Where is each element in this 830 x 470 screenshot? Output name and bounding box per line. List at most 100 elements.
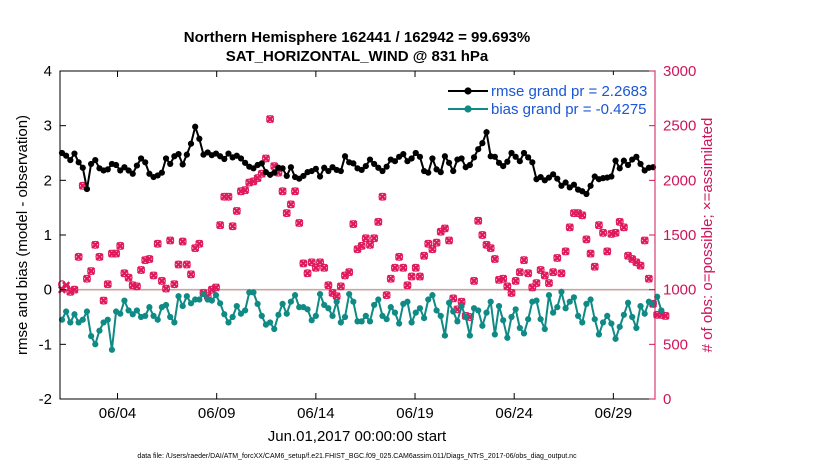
possible-obs-marker — [162, 284, 171, 293]
bias-point — [525, 316, 532, 323]
assimilated-obs-marker — [266, 115, 275, 124]
bias-point — [545, 292, 553, 299]
possible-obs-marker — [603, 247, 612, 256]
assimilated-obs-marker — [216, 221, 225, 230]
possible-obs-marker — [594, 221, 603, 230]
x-tick-label: 06/24 — [495, 405, 533, 422]
possible-obs-marker — [582, 235, 591, 244]
bias-point — [337, 319, 344, 326]
left-tick-label: 0 — [44, 282, 52, 299]
bias-point — [96, 327, 103, 334]
bias-point — [350, 298, 357, 305]
possible-obs-marker — [324, 281, 333, 290]
assimilated-obs-marker — [382, 291, 391, 300]
rmse-point — [450, 167, 457, 175]
assimilated-obs-marker — [553, 253, 562, 263]
possible-obs-marker — [407, 272, 416, 281]
rmse-point — [437, 169, 444, 176]
right-tick-label: 1000 — [663, 282, 696, 299]
x-axis-label: Jun.01,2017 00:00:00 start — [268, 428, 447, 445]
bias-point — [591, 316, 598, 323]
possible-obs-marker — [561, 247, 570, 256]
assimilated-obs-marker — [112, 249, 121, 258]
assimilated-obs-marker — [211, 283, 221, 292]
bias-point — [554, 304, 561, 311]
bias-point — [383, 316, 390, 323]
assimilated-obs-marker — [62, 281, 71, 290]
possible-obs-marker — [191, 244, 200, 253]
rmse-point — [362, 163, 369, 170]
possible-obs-marker — [640, 236, 649, 245]
possible-obs-marker — [178, 237, 187, 246]
left-tick-label: 2 — [44, 172, 52, 189]
assimilated-obs-marker — [611, 228, 620, 237]
assimilated-obs-marker — [132, 282, 141, 291]
bias-point — [595, 331, 603, 338]
assimilated-obs-marker — [345, 268, 354, 277]
bias-point — [312, 312, 319, 320]
rmse-point — [167, 160, 174, 168]
possible-obs-marker — [470, 276, 479, 285]
possible-obs-marker — [282, 209, 291, 218]
assimilated-obs-marker — [70, 285, 79, 294]
bias-point — [183, 293, 190, 300]
rmse-point — [375, 164, 382, 171]
assimilated-obs-marker — [291, 187, 300, 196]
possible-obs-marker — [307, 258, 316, 267]
assimilated-obs-marker — [474, 216, 483, 225]
bias-point — [533, 297, 540, 304]
possible-obs-marker — [428, 245, 437, 254]
right-tick-label: 1500 — [663, 227, 696, 244]
assimilated-obs-marker — [399, 263, 408, 272]
possible-obs-marker — [170, 280, 179, 289]
rmse-point — [75, 159, 82, 166]
bias-point — [79, 316, 86, 323]
possible-obs-marker — [519, 256, 528, 265]
right-tick-label: 3000 — [663, 63, 696, 80]
rmse-point — [408, 155, 415, 162]
possible-obs-marker — [187, 270, 196, 279]
bias-point — [121, 297, 128, 304]
rmse-point — [137, 155, 145, 162]
right-tick-label: 2000 — [663, 172, 696, 189]
rmse-point — [121, 164, 128, 171]
bias-point — [475, 307, 482, 314]
possible-obs-marker — [403, 281, 412, 290]
assimilated-obs-marker — [99, 296, 108, 305]
rmse-point — [520, 149, 528, 157]
series-layer — [57, 115, 670, 353]
bias-point — [587, 296, 594, 303]
rmse-point — [391, 158, 399, 165]
assimilated-obs-marker — [278, 187, 287, 196]
rmse-point — [67, 157, 74, 164]
assimilated-obs-marker — [74, 252, 83, 261]
possible-obs-marker — [286, 200, 295, 209]
chart-title: Northern Hemisphere 162441 / 162942 = 99… — [184, 29, 530, 46]
assimilated-obs-marker — [241, 186, 250, 195]
possible-obs-marker — [378, 192, 387, 201]
assimilated-obs-marker — [228, 222, 237, 231]
rmse-point — [183, 151, 190, 158]
rmse-point — [271, 169, 278, 176]
assimilated-obs-marker — [640, 236, 649, 245]
possible-obs-marker — [174, 260, 183, 269]
bias-point — [433, 307, 440, 314]
bias-point — [520, 330, 528, 337]
possible-obs-marker — [124, 273, 133, 282]
assimilated-obs-marker — [599, 228, 608, 237]
possible-obs-marker — [365, 240, 374, 249]
bias-point — [146, 304, 153, 311]
assimilated-obs-marker — [303, 269, 312, 278]
assimilated-obs-marker — [440, 224, 449, 233]
rmse-point — [416, 153, 424, 160]
assimilated-obs-marker — [565, 223, 574, 232]
assimilated-obs-marker — [153, 239, 162, 248]
rmse-point — [466, 161, 473, 169]
assimilated-obs-marker — [594, 221, 603, 230]
assimilated-obs-marker — [557, 269, 566, 278]
bias-point — [258, 312, 265, 320]
assimilated-obs-marker — [582, 235, 591, 244]
assimilated-obs-marker — [540, 271, 549, 280]
rmse-point — [316, 173, 324, 180]
possible-obs-marker — [424, 239, 433, 248]
